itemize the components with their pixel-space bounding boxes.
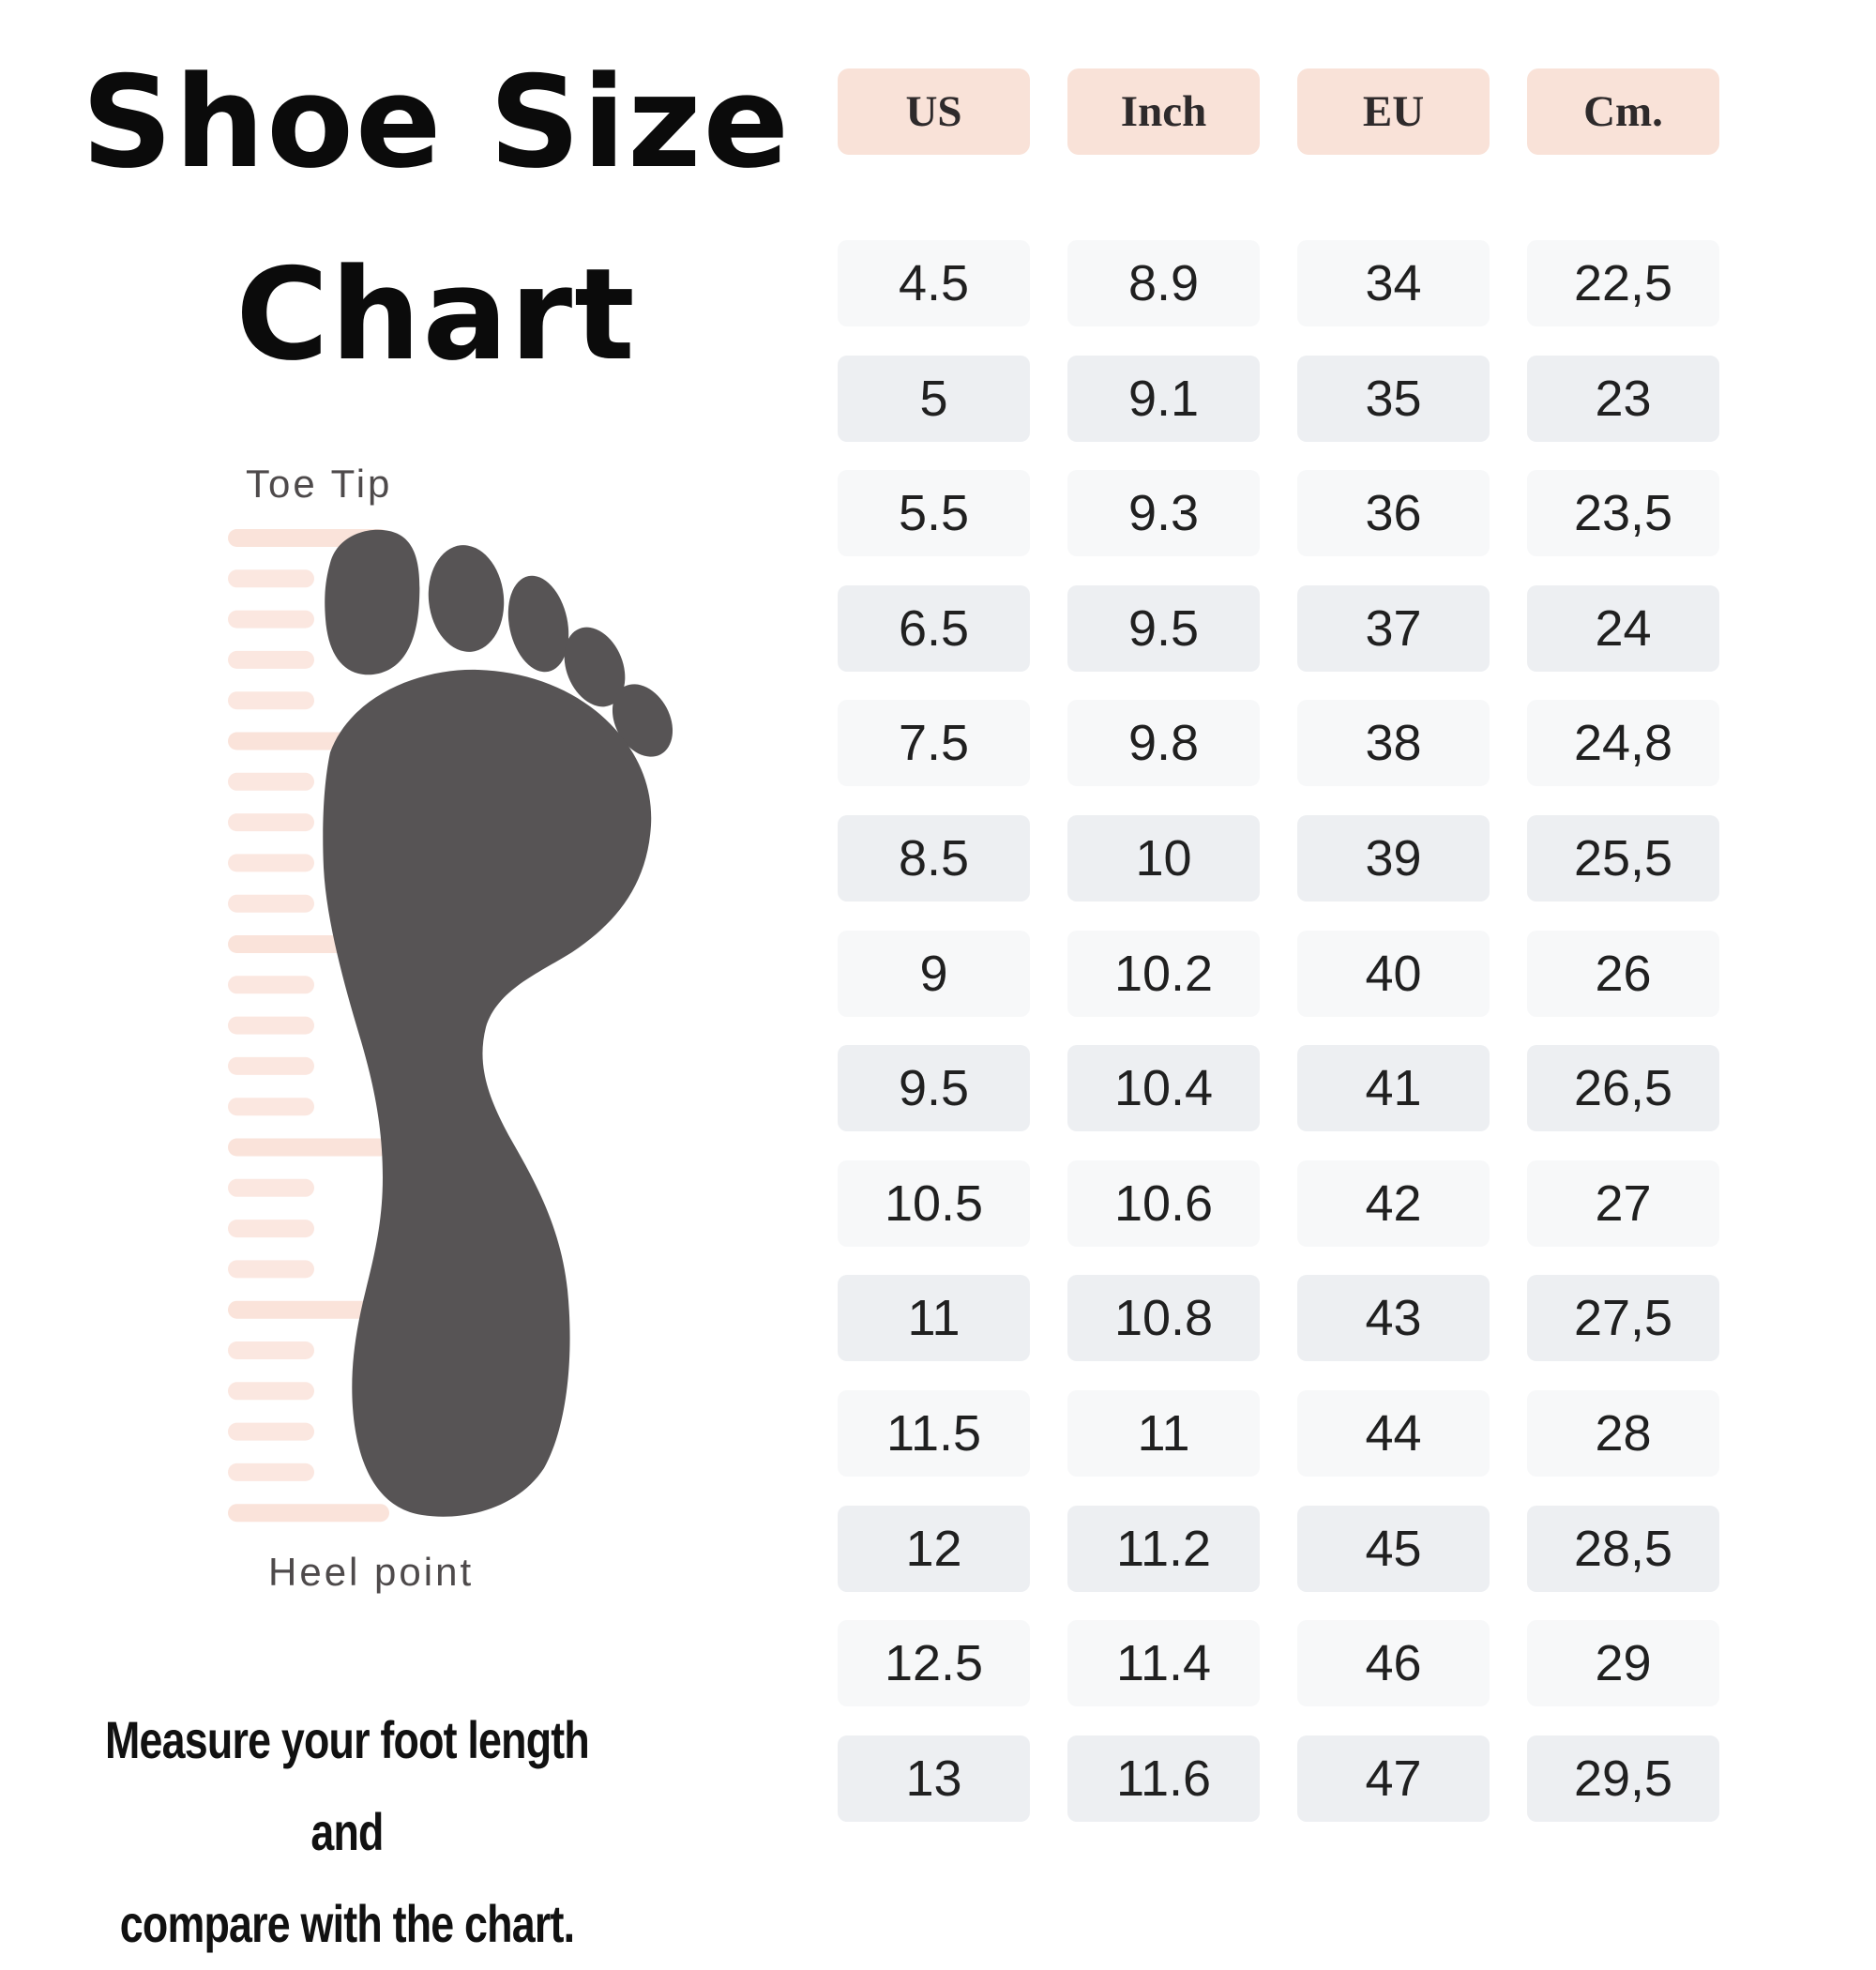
ruler-tick	[228, 772, 314, 791]
column-header-inch: Inch	[1067, 68, 1260, 155]
ruler-tick	[228, 1462, 314, 1481]
heel-point-label: Heel point	[268, 1550, 475, 1594]
table-cell: 4.5	[838, 240, 1030, 326]
page-title-line1: Shoe Size	[81, 49, 792, 196]
table-cell: 27	[1527, 1159, 1719, 1247]
ruler-tick	[228, 1260, 314, 1279]
ruler-tick	[228, 569, 314, 588]
table-cell: 11.2	[1067, 1505, 1260, 1592]
ruler-tick	[228, 1178, 314, 1197]
table-cell: 5	[838, 355, 1030, 442]
column-header-cm: Cm.	[1527, 68, 1719, 155]
table-cell: 8.9	[1067, 240, 1260, 326]
column-header-us: US	[838, 68, 1030, 155]
instruction-line2: compare with the chart.	[119, 1894, 575, 1953]
table-cell: 24,8	[1527, 700, 1719, 787]
table-cell: 11.4	[1067, 1620, 1260, 1707]
table-cell: 13	[838, 1735, 1030, 1822]
table-cell: 40	[1297, 930, 1490, 1017]
instruction-text: Measure your foot length and compare wit…	[77, 1694, 617, 1970]
table-cell: 10	[1067, 814, 1260, 902]
ruler-tick	[228, 1098, 314, 1116]
table-cell: 10.2	[1067, 930, 1260, 1017]
ruler-tick	[228, 1220, 314, 1238]
table-cell: 35	[1297, 355, 1490, 442]
table-cell: 9.5	[838, 1045, 1030, 1132]
ruler-tick	[228, 610, 314, 629]
table-cell: 26,5	[1527, 1045, 1719, 1132]
table-cell: 36	[1297, 470, 1490, 557]
size-table-header-row: US Inch EU Cm.	[838, 68, 1719, 155]
table-cell: 28	[1527, 1389, 1719, 1477]
ruler-tick-long	[228, 1138, 389, 1157]
table-cell: 25,5	[1527, 814, 1719, 902]
page-title-line2: Chart	[235, 241, 637, 389]
column-header-eu: EU	[1297, 68, 1490, 155]
table-cell: 12.5	[838, 1620, 1030, 1707]
table-cell: 38	[1297, 700, 1490, 787]
table-cell: 26	[1527, 930, 1719, 1017]
ruler-tick	[228, 1016, 314, 1035]
table-cell: 23	[1527, 355, 1719, 442]
shoe-size-chart-poster: { "title": {"line1": "Shoe Size", "line2…	[56, 26, 1719, 1953]
table-cell: 24	[1527, 584, 1719, 672]
table-cell: 9.8	[1067, 700, 1260, 787]
table-cell: 12	[838, 1505, 1030, 1592]
table-cell: 23,5	[1527, 470, 1719, 557]
table-cell: 42	[1297, 1159, 1490, 1247]
size-table: 4.5 8.9 34 22,5 5 9.1 35 23 5.5 9.3 36 23,5 6.5 9.5 37…	[838, 240, 1719, 1822]
table-cell: 10.4	[1067, 1045, 1260, 1132]
toe-tip-label: Toe Tip	[246, 462, 393, 506]
table-cell: 5.5	[838, 470, 1030, 557]
table-cell: 11	[838, 1275, 1030, 1362]
ruler-tick-long	[228, 1504, 389, 1523]
table-cell: 22,5	[1527, 240, 1719, 326]
ruler-tick	[228, 1382, 314, 1401]
table-cell: 10.6	[1067, 1159, 1260, 1247]
table-cell: 11	[1067, 1389, 1260, 1477]
table-cell: 34	[1297, 240, 1490, 326]
table-cell: 9.5	[1067, 584, 1260, 672]
table-cell: 44	[1297, 1389, 1490, 1477]
page-title: Shoe Size Chart	[56, 26, 816, 411]
ruler-tick	[228, 1422, 314, 1441]
table-cell: 45	[1297, 1505, 1490, 1592]
foot-measurement-illustration	[228, 529, 673, 1523]
ruler-tick-long	[228, 1300, 389, 1319]
table-cell: 9	[838, 930, 1030, 1017]
table-cell: 9.1	[1067, 355, 1260, 442]
table-cell: 7.5	[838, 700, 1030, 787]
ruler-tick	[228, 894, 314, 913]
table-cell: 47	[1297, 1735, 1490, 1822]
table-cell: 27,5	[1527, 1275, 1719, 1362]
instruction-line1: Measure your foot length and	[105, 1710, 590, 1861]
table-cell: 11.6	[1067, 1735, 1260, 1822]
table-cell: 43	[1297, 1275, 1490, 1362]
table-cell: 9.3	[1067, 470, 1260, 557]
ruler-tick	[228, 691, 314, 710]
table-cell: 10.5	[838, 1159, 1030, 1247]
table-cell: 11.5	[838, 1389, 1030, 1477]
table-cell: 6.5	[838, 584, 1030, 672]
table-cell: 41	[1297, 1045, 1490, 1132]
table-cell: 37	[1297, 584, 1490, 672]
table-cell: 46	[1297, 1620, 1490, 1707]
table-cell: 8.5	[838, 814, 1030, 902]
table-cell: 39	[1297, 814, 1490, 902]
ruler-tick	[228, 650, 314, 669]
foot-icon	[323, 529, 673, 1517]
table-cell: 28,5	[1527, 1505, 1719, 1592]
ruler-tick	[228, 976, 314, 994]
ruler-stripes	[228, 529, 389, 1523]
table-cell: 29	[1527, 1620, 1719, 1707]
ruler-tick	[228, 854, 314, 872]
table-cell: 29,5	[1527, 1735, 1719, 1822]
ruler-tick	[228, 1056, 314, 1075]
ruler-tick	[228, 1341, 314, 1359]
table-cell: 10.8	[1067, 1275, 1260, 1362]
ruler-tick	[228, 813, 314, 832]
